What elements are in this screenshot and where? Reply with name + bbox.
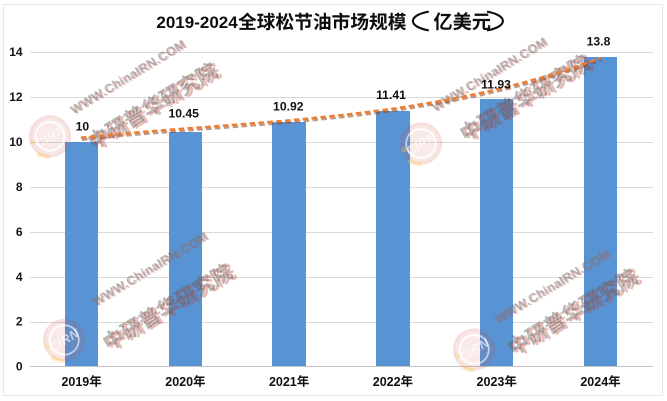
svg-text:14: 14 xyxy=(9,45,23,59)
svg-text:12: 12 xyxy=(9,90,23,104)
svg-text:11.93: 11.93 xyxy=(481,77,511,91)
svg-text:10.92: 10.92 xyxy=(273,100,304,114)
svg-text:2020: 2020 xyxy=(165,375,193,389)
svg-text:2: 2 xyxy=(16,315,23,329)
svg-text:10: 10 xyxy=(76,120,90,134)
svg-text:2019-2024: 2019-2024 xyxy=(156,13,238,32)
svg-text:6: 6 xyxy=(16,225,23,239)
svg-text:4: 4 xyxy=(16,270,23,284)
svg-text:0: 0 xyxy=(16,360,23,374)
svg-text:2019: 2019 xyxy=(61,375,89,389)
svg-text:2023: 2023 xyxy=(477,375,505,389)
svg-text:10: 10 xyxy=(9,135,23,149)
svg-text:13.8: 13.8 xyxy=(587,35,611,49)
svg-text:10.45: 10.45 xyxy=(168,107,199,121)
svg-text:2024: 2024 xyxy=(580,375,608,389)
svg-text:WWW.ChinaIRN.COM: WWW.ChinaIRN.COM xyxy=(492,247,612,327)
svg-text:11.41: 11.41 xyxy=(376,88,406,102)
svg-text:8: 8 xyxy=(16,180,23,194)
svg-text:2022: 2022 xyxy=(373,375,401,389)
svg-text:2021: 2021 xyxy=(269,375,297,389)
